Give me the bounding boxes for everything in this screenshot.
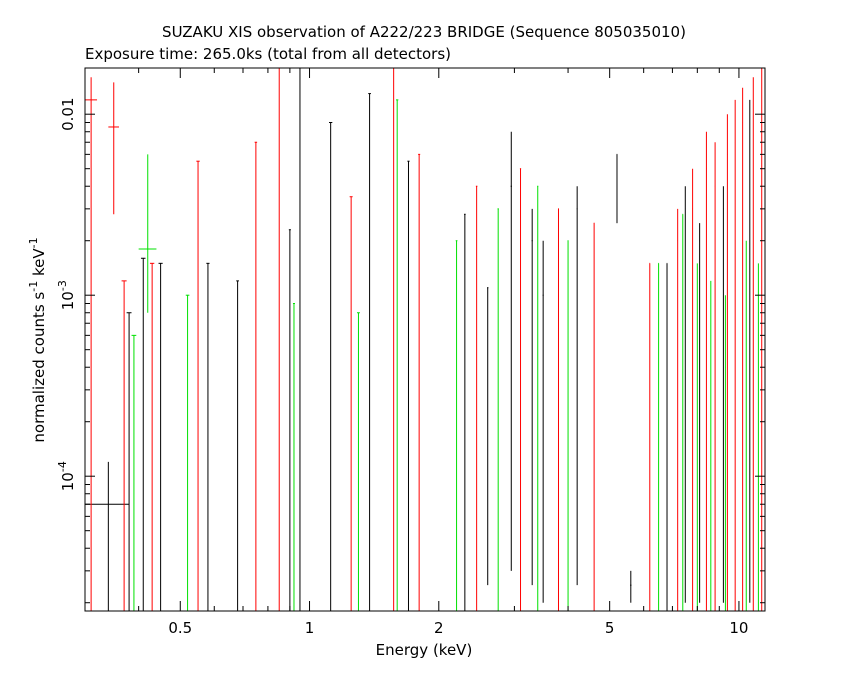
data-point xyxy=(85,77,98,611)
data-point xyxy=(649,262,651,611)
plot-frame xyxy=(84,67,766,612)
x-axis-label: Energy (keV) xyxy=(376,641,473,659)
data-point xyxy=(392,67,395,611)
data-point xyxy=(236,280,239,611)
data-point xyxy=(158,262,163,611)
data-point xyxy=(537,185,539,611)
y-tick-base: 10 xyxy=(59,472,77,491)
y-axis-label-sup1: -1 xyxy=(27,281,40,292)
data-point xyxy=(682,213,684,611)
x-tick-label: 1 xyxy=(305,619,315,637)
y-axis-label-main: normalized counts s xyxy=(30,292,48,443)
data-point xyxy=(85,461,130,611)
data-point xyxy=(576,186,578,586)
data-point xyxy=(298,67,301,611)
data-point xyxy=(475,185,478,611)
data-point xyxy=(138,154,157,313)
data-point xyxy=(464,213,466,611)
data-point xyxy=(288,229,291,611)
series-1 xyxy=(85,67,763,611)
data-point xyxy=(487,287,489,586)
data-point xyxy=(121,280,127,611)
chart-title: SUZAKU XIS observation of A222/223 BRIDG… xyxy=(162,23,686,41)
data-point xyxy=(658,262,660,611)
y-tick-label: 10-3 xyxy=(56,280,77,310)
data-point xyxy=(510,131,512,571)
y-tick-exp: -4 xyxy=(56,461,69,472)
data-point xyxy=(108,82,120,215)
data-point xyxy=(567,240,569,611)
data-point xyxy=(519,168,522,611)
data-point xyxy=(196,160,200,611)
y-tick-base: 0.01 xyxy=(59,98,77,131)
data-point xyxy=(206,262,210,611)
data-point xyxy=(677,208,679,611)
data-point xyxy=(557,208,559,611)
y-axis-label: normalized counts s-1 keV-1 xyxy=(27,237,48,442)
data-point xyxy=(455,240,458,611)
chart-subtitle: Exposure time: 265.0ks (total from all d… xyxy=(85,45,451,63)
data-point xyxy=(328,121,333,611)
data-point xyxy=(349,196,353,611)
x-tick-label: 0.5 xyxy=(168,619,192,637)
y-tick-label: 10-4 xyxy=(56,461,77,491)
data-point xyxy=(278,67,281,611)
data-point xyxy=(126,312,132,611)
series-0 xyxy=(85,67,751,611)
data-point xyxy=(254,141,258,611)
y-axis-label-sup2: -1 xyxy=(27,237,40,248)
data-point xyxy=(396,99,399,611)
data-point xyxy=(131,334,137,611)
data-point xyxy=(357,312,360,611)
y-tick-label: 0.01 xyxy=(59,98,77,131)
data-point xyxy=(531,208,533,586)
y-tick-base: 10 xyxy=(59,291,77,310)
x-tick-label: 10 xyxy=(729,619,748,637)
data-point xyxy=(149,262,155,611)
data-point xyxy=(140,257,146,611)
y-tick-exp: -3 xyxy=(56,280,69,291)
data-point xyxy=(542,240,544,603)
data-point xyxy=(292,302,295,611)
y-axis-label-mid: keV xyxy=(30,248,48,281)
data-point xyxy=(418,153,421,611)
data-point xyxy=(593,222,595,611)
data-point xyxy=(616,153,618,224)
data-point xyxy=(368,93,371,611)
x-tick-label: 5 xyxy=(605,619,615,637)
series-2 xyxy=(131,99,759,611)
plot-area xyxy=(85,67,763,611)
data-point xyxy=(407,160,410,611)
data-point xyxy=(497,208,499,611)
data-point xyxy=(185,294,190,611)
data-point xyxy=(630,570,632,603)
data-point xyxy=(666,262,668,611)
x-tick-label: 2 xyxy=(434,619,444,637)
